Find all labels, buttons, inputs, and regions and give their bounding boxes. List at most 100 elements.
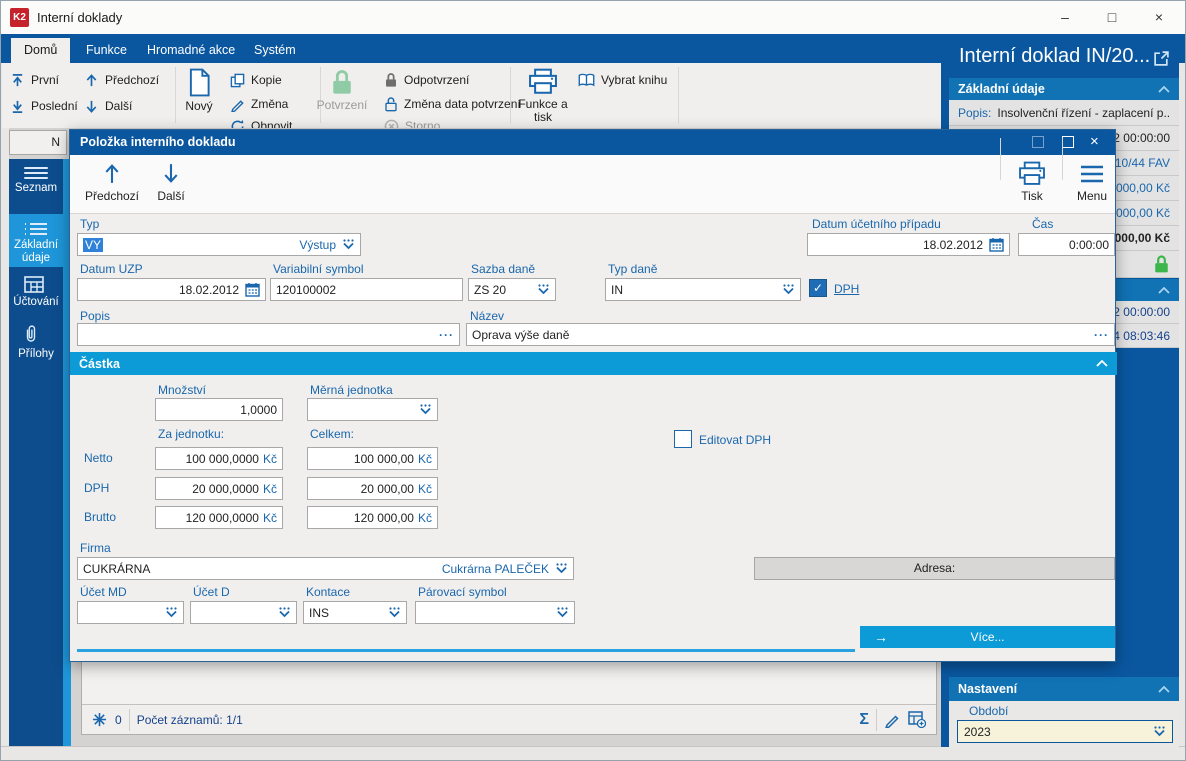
edit-button[interactable]: Změna: [230, 95, 288, 113]
sidebar-item-zakladni-udaje[interactable]: Základní údaje: [9, 214, 63, 267]
functions-print-button[interactable]: Funkce a tisk: [512, 68, 574, 124]
paperclip-icon: [24, 323, 48, 345]
calendar-icon[interactable]: [245, 282, 260, 297]
section-header-castka[interactable]: Částka: [70, 352, 1117, 375]
list-icon: [24, 167, 48, 179]
unconfirm-button[interactable]: Odpotvrzení: [384, 71, 469, 89]
confirm-button[interactable]: Potvrzení: [306, 68, 378, 112]
brutto-za-jednotku-field[interactable]: 120 000,0000 Kč: [155, 506, 283, 529]
datum-ucetniho-pripadu-field[interactable]: 18.02.2012: [807, 233, 1010, 256]
calendar-icon[interactable]: [989, 237, 1004, 252]
nazev-field[interactable]: Oprava výše daně ···: [466, 323, 1115, 346]
change-confirm-date-button[interactable]: Změna data potvrzení: [384, 95, 521, 113]
dph-checkbox[interactable]: ✓: [809, 279, 827, 297]
datum-uzp-field[interactable]: 18.02.2012: [77, 278, 266, 301]
chevron-up-icon[interactable]: [1158, 286, 1170, 294]
dropdown-icon[interactable]: [555, 563, 568, 574]
firma-field[interactable]: CUKRÁRNA Cukrárna PALEČEK: [77, 557, 574, 580]
arrow-down-icon: [148, 162, 194, 185]
firma-label: Firma: [80, 541, 111, 555]
dropdown-icon[interactable]: [165, 607, 178, 618]
netto-celkem-field[interactable]: 100 000,00 Kč: [307, 447, 438, 470]
dialog-maximize-button[interactable]: [1062, 136, 1074, 148]
dropdown-icon[interactable]: [278, 607, 291, 618]
dropdown-icon[interactable]: [342, 239, 355, 250]
ucet-md-field[interactable]: [77, 601, 184, 624]
popis-field[interactable]: ···: [77, 323, 460, 346]
adresa-header[interactable]: Adresa:: [754, 557, 1115, 580]
tab-funkce[interactable]: Funkce: [86, 43, 127, 57]
dropdown-icon[interactable]: [782, 284, 795, 295]
right-panel-title: Interní doklad IN/20...: [959, 45, 1149, 67]
obdobi-combobox[interactable]: 2023: [957, 720, 1173, 743]
chevron-up-icon[interactable]: [1096, 360, 1108, 367]
maximize-button[interactable]: □: [1107, 9, 1117, 25]
dropdown-icon[interactable]: [1153, 726, 1166, 737]
sidebar-item-uctovani[interactable]: Účtování: [9, 268, 63, 314]
sidebar-item-seznam[interactable]: Seznam: [9, 159, 63, 214]
typ-dane-field[interactable]: IN: [605, 278, 801, 301]
kontace-field[interactable]: INS: [303, 601, 407, 624]
merna-jednotka-field[interactable]: [307, 398, 438, 421]
dialog-print-button[interactable]: Tisk: [1008, 159, 1056, 211]
status-bar: 0 Počet záznamů: 1/1 Σ: [82, 704, 936, 734]
dropdown-icon[interactable]: [537, 284, 550, 295]
typ-field[interactable]: VY Výstup: [77, 233, 361, 256]
first-button[interactable]: První: [10, 71, 59, 89]
ellipsis-icon[interactable]: ···: [1094, 327, 1109, 342]
brutto-celkem-field[interactable]: 120 000,00 Kč: [307, 506, 438, 529]
lock-gray-icon: [384, 72, 398, 88]
sazba-dane-field[interactable]: ZS 20: [468, 278, 556, 301]
arrow-down-icon: [84, 99, 99, 114]
dph-celkem-field[interactable]: 20 000,00 Kč: [307, 477, 438, 500]
netto-za-jednotku-field[interactable]: 100 000,0000 Kč: [155, 447, 283, 470]
dialog-next-button[interactable]: Další: [148, 159, 194, 211]
ribbon-separator: [510, 67, 511, 123]
sigma-icon[interactable]: Σ: [859, 710, 869, 728]
parovaci-symbol-field[interactable]: [415, 601, 575, 624]
section-header-nastaveni[interactable]: Nastavení: [949, 677, 1179, 701]
restore-button[interactable]: [1032, 136, 1044, 148]
dialog-titlebar[interactable]: Položka interního dokladu ×: [70, 130, 1115, 155]
tab-domu[interactable]: Domů: [11, 38, 71, 63]
last-button[interactable]: Poslední: [10, 97, 78, 115]
brutto-label: Brutto: [84, 510, 117, 524]
previous-button[interactable]: Předchozí: [84, 71, 159, 89]
flag-asterisk-icon[interactable]: [92, 712, 107, 727]
chevron-up-icon[interactable]: [1158, 685, 1170, 693]
close-button[interactable]: ×: [1154, 9, 1164, 25]
open-in-window-icon[interactable]: [1153, 50, 1170, 67]
edit-pencil-icon[interactable]: [884, 712, 900, 728]
dropdown-icon[interactable]: [556, 607, 569, 618]
dialog-menu-button[interactable]: Menu: [1070, 159, 1114, 211]
ribbon-separator: [175, 67, 176, 123]
ucet-d-field[interactable]: [190, 601, 297, 624]
minimize-button[interactable]: –: [1061, 9, 1069, 25]
dph-za-jednotku-field[interactable]: 20 000,0000 Kč: [155, 477, 283, 500]
dropdown-icon[interactable]: [419, 404, 432, 415]
select-book-button[interactable]: Vybrat knihu: [578, 71, 667, 89]
section-header-zakladni-udaje[interactable]: Základní údaje: [949, 78, 1179, 100]
variabilni-symbol-field[interactable]: 120100002: [270, 278, 463, 301]
ellipsis-icon[interactable]: ···: [439, 327, 454, 342]
cas-field[interactable]: 0:00:00: [1018, 233, 1115, 256]
copy-button[interactable]: Kopie: [230, 71, 282, 89]
vice-button[interactable]: → Více...: [860, 626, 1115, 648]
editovat-dph-checkbox[interactable]: [674, 430, 692, 448]
typ-label: Typ: [80, 217, 100, 231]
table-add-icon[interactable]: [908, 711, 926, 728]
dialog-close-button[interactable]: ×: [1090, 133, 1099, 150]
mnozstvi-field[interactable]: 1,0000: [155, 398, 283, 421]
book-icon: [578, 73, 595, 87]
next-button[interactable]: Další: [84, 97, 132, 115]
partial-field[interactable]: N: [9, 130, 67, 155]
sazba-dane-label: Sazba daně: [471, 262, 536, 276]
dialog-previous-button[interactable]: Předchozí: [82, 159, 142, 211]
new-button[interactable]: Nový: [178, 68, 220, 113]
dropdown-icon[interactable]: [388, 607, 401, 618]
tab-system[interactable]: Systém: [254, 43, 296, 57]
calculator-grid-icon: [24, 276, 48, 293]
tab-hromadne-akce[interactable]: Hromadné akce: [147, 43, 236, 57]
chevron-up-icon[interactable]: [1158, 85, 1170, 93]
sidebar-item-prilohy[interactable]: Přílohy: [9, 315, 63, 363]
